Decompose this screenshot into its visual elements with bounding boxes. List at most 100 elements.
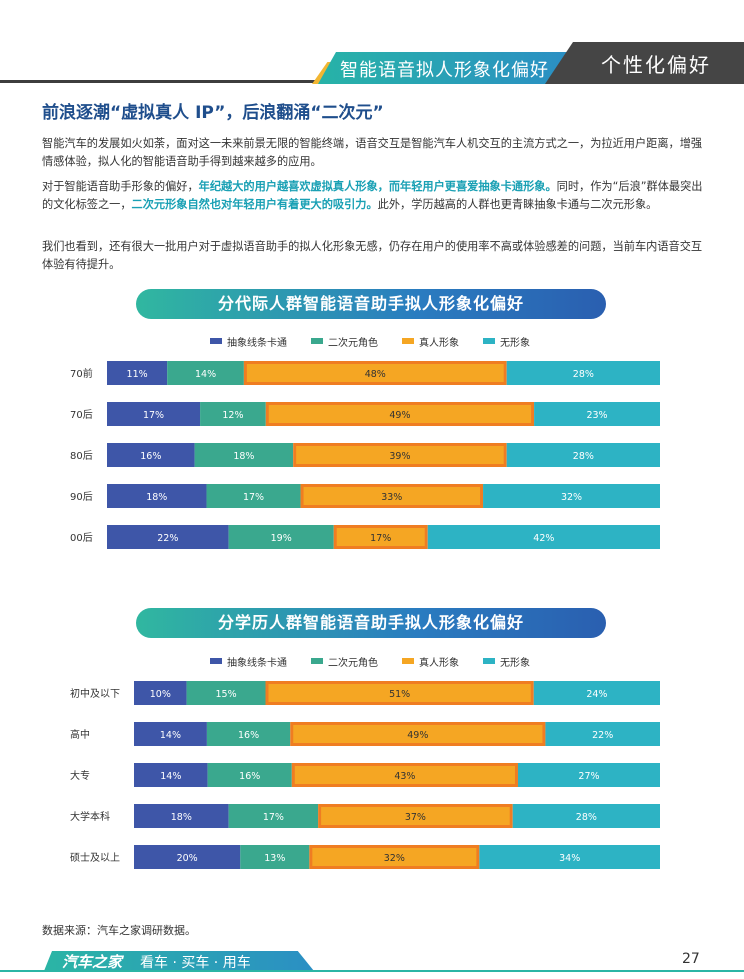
- legend-swatch: [210, 658, 222, 664]
- legend-swatch: [210, 338, 222, 344]
- data-label: 14%: [160, 730, 181, 741]
- data-label: 48%: [365, 369, 386, 380]
- chart-1-title: 分代际人群智能语音助手拟人形象化偏好: [136, 289, 606, 319]
- bar-segment: [107, 361, 168, 385]
- legend-item-none: 无形象: [483, 334, 530, 349]
- bar-segment: [506, 443, 660, 467]
- bar-segment: [134, 845, 241, 869]
- bar-segment: [545, 722, 660, 746]
- paragraph-2: 对于智能语音助手形象的偏好，年纪越大的用户越喜欢虚拟真人形象，而年轻用户更喜爱抽…: [42, 178, 704, 213]
- bar-segment: [333, 525, 428, 549]
- data-label: 33%: [381, 492, 402, 503]
- data-label: 16%: [239, 771, 260, 782]
- data-label: 42%: [533, 533, 554, 544]
- paragraph-2-text-b: 同时，作为“后浪”群体最突出的文化标签之一，: [42, 180, 703, 211]
- category-label: 00后: [70, 532, 93, 544]
- footer-rule: [0, 970, 744, 972]
- data-label: 23%: [586, 410, 607, 421]
- legend-swatch: [402, 338, 414, 344]
- category-label: 高中: [70, 728, 90, 741]
- bar-segment: [228, 525, 334, 549]
- article-heading: 前浪逐潮“虚拟真人 IP”，后浪翻涌“二次元”: [42, 103, 384, 123]
- legend-label: 抽象线条卡通: [227, 657, 287, 669]
- chart-1-legend: 抽象线条卡通 二次元角色 真人形象 无形象: [210, 334, 530, 349]
- legend-label: 真人形象: [419, 337, 459, 349]
- category-label: 大学本科: [70, 810, 110, 823]
- data-label: 11%: [127, 369, 148, 380]
- legend-item-anime: 二次元角色: [311, 334, 378, 349]
- data-label: 22%: [592, 730, 613, 741]
- legend-label: 无形象: [500, 657, 530, 669]
- bar-segment: [291, 763, 518, 787]
- bar-segment: [206, 722, 291, 746]
- data-label: 13%: [264, 853, 285, 864]
- bar-segment: [207, 763, 292, 787]
- paragraph-2-highlight-a: 年纪越大的用户越喜欢虚拟真人形象，而年轻用户更喜爱抽象卡通形象。: [198, 180, 557, 193]
- paragraph-1: 智能汽车的发展如火如荼，面对这一未来前景无限的智能终端，语音交互是智能汽车人机交…: [42, 137, 703, 168]
- data-label: 49%: [389, 410, 410, 421]
- bar-segment: [228, 804, 319, 828]
- page-number: 27: [682, 951, 700, 967]
- section-title-band: 智能语音拟人形象化偏好: [318, 52, 568, 84]
- data-label: 24%: [586, 689, 607, 700]
- footer-band: [44, 951, 314, 971]
- legend-swatch: [483, 338, 495, 344]
- chart-1-plot: 70前 11% 14% 48% 28% 70后 17% 12% 49% 23% 80后 16% 18% 3…: [70, 361, 660, 549]
- data-label: 34%: [559, 853, 580, 864]
- chapter-title-band: 个性化偏好: [545, 42, 744, 84]
- legend-label: 抽象线条卡通: [227, 337, 287, 349]
- data-label: 14%: [195, 369, 216, 380]
- legend-label: 真人形象: [419, 657, 459, 669]
- data-label: 12%: [222, 410, 243, 421]
- legend-swatch: [311, 338, 323, 344]
- data-label: 22%: [157, 533, 178, 544]
- category-label: 70前: [70, 367, 93, 380]
- data-label: 49%: [407, 730, 428, 741]
- bar-segment: [290, 722, 546, 746]
- data-label: 17%: [143, 410, 164, 421]
- bar-segment: [134, 681, 187, 705]
- data-label: 43%: [394, 771, 415, 782]
- data-label: 15%: [215, 689, 236, 700]
- bar-segment: [512, 804, 660, 828]
- chapter-title: 个性化偏好: [601, 53, 711, 77]
- data-label: 27%: [578, 771, 599, 782]
- data-label: 37%: [405, 812, 426, 823]
- paragraph-3: 我们也看到，还有很大一批用户对于虚拟语音助手的拟人化形象无感，仍存在用户的使用率…: [42, 240, 703, 271]
- data-label: 28%: [573, 369, 594, 380]
- legend-item-real-person: 真人形象: [402, 654, 459, 669]
- chart-2-plot: 初中及以下 10% 15% 51% 24% 高中 14% 16% 49% 22% 大专 14% 16% 4…: [70, 681, 660, 869]
- bar-segment: [134, 763, 208, 787]
- data-source-note: 数据来源：汽车之家调研数据。: [42, 924, 196, 937]
- data-label: 28%: [573, 451, 594, 462]
- data-label: 10%: [150, 689, 171, 700]
- bar-segment: [167, 361, 244, 385]
- paragraph-2-highlight-b: 二次元形象自然也对年轻用户有着更大的吸引力。: [131, 197, 378, 211]
- bar-segment: [427, 525, 660, 549]
- legend-label: 二次元角色: [328, 657, 378, 669]
- bar-segment: [534, 402, 660, 426]
- category-label: 70后: [70, 409, 93, 421]
- data-label: 39%: [389, 451, 410, 462]
- data-label: 17%: [370, 533, 391, 544]
- category-label: 90后: [70, 491, 93, 503]
- legend-label: 无形象: [500, 337, 530, 349]
- chart-2-legend: 抽象线条卡通 二次元角色 真人形象 无形象: [210, 654, 530, 669]
- bar-segment: [240, 845, 310, 869]
- data-label: 20%: [177, 853, 198, 864]
- chart-2-title: 分学历人群智能语音助手拟人形象化偏好: [136, 608, 606, 638]
- legend-item-anime: 二次元角色: [311, 654, 378, 669]
- bar-segment: [318, 804, 513, 828]
- data-label: 51%: [389, 689, 410, 700]
- bar-segment: [300, 484, 484, 508]
- bar-segment: [517, 763, 660, 787]
- category-label: 大专: [70, 769, 90, 782]
- footer-slogan: 看车 · 买车 · 用车: [140, 955, 251, 971]
- data-label: 18%: [233, 451, 254, 462]
- data-label: 16%: [140, 451, 161, 462]
- footer-brand-logo: 汽车之家: [62, 953, 123, 971]
- data-label: 32%: [561, 492, 582, 503]
- legend-item-real-person: 真人形象: [402, 334, 459, 349]
- data-label: 17%: [263, 812, 284, 823]
- bar-segment: [206, 484, 301, 508]
